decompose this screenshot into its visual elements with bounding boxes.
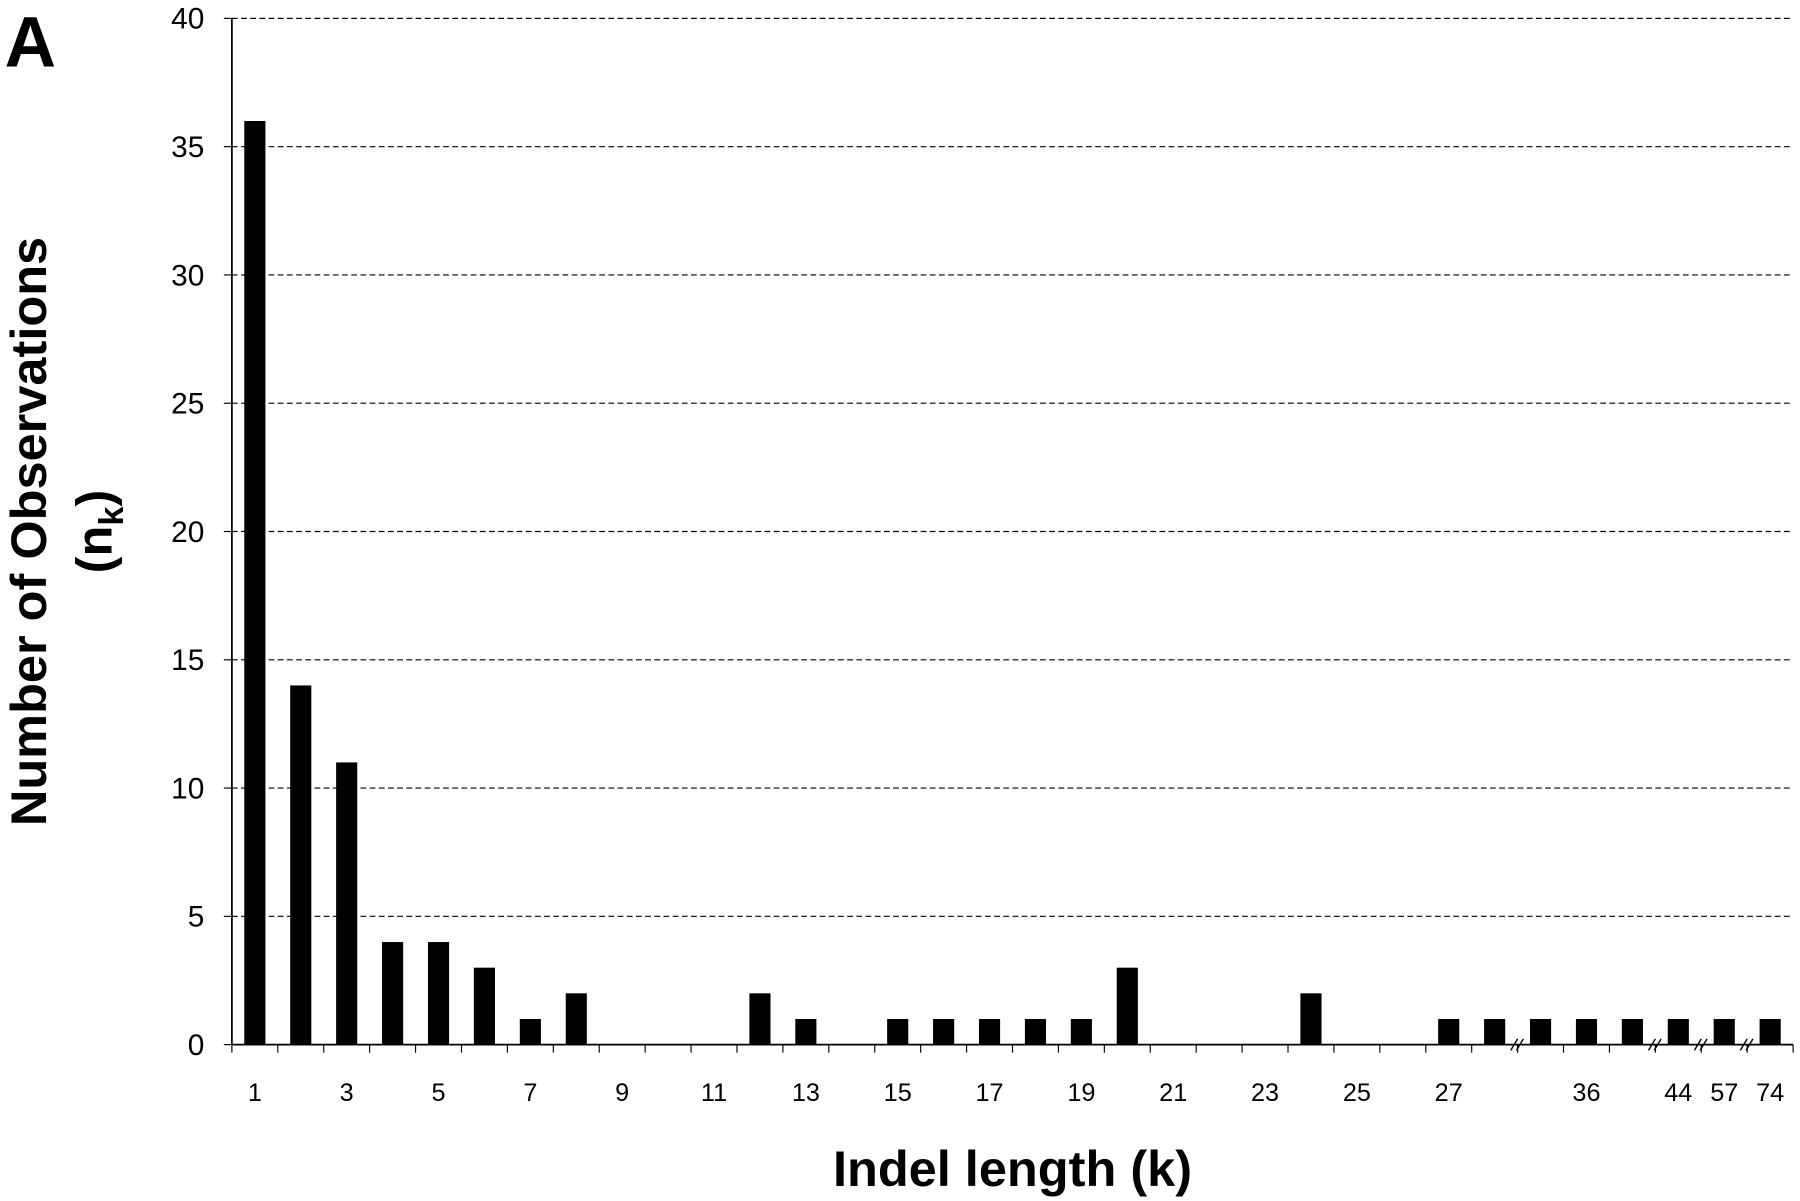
bar: [1300, 993, 1322, 1045]
y-axis-title-sub: (nk): [65, 490, 130, 574]
y-tick-label: 25: [171, 388, 204, 421]
x-tick-label: 15: [884, 1079, 912, 1107]
bar: [565, 993, 587, 1045]
bar: [336, 762, 358, 1045]
y-tick-label: 35: [171, 131, 204, 164]
bar: [1116, 967, 1138, 1045]
x-tick-label: 3: [340, 1079, 354, 1107]
x-tick-label: 44: [1664, 1079, 1692, 1107]
bar: [1759, 1018, 1781, 1045]
bar: [427, 942, 450, 1045]
x-tick-label: 23: [1251, 1079, 1279, 1107]
bar: [887, 1018, 909, 1045]
x-tick-label: 19: [1067, 1079, 1095, 1107]
x-tick-label: 5: [431, 1079, 445, 1107]
axis-break: [1515, 1038, 1524, 1051]
bar: [933, 1018, 955, 1045]
x-axis-title: Indel length (k): [833, 1140, 1192, 1197]
x-tick-label: 36: [1572, 1079, 1600, 1107]
x-tick-label: 27: [1435, 1079, 1463, 1107]
y-axis-title: Number of Observations: [0, 237, 57, 826]
y-axis-title-close: ): [65, 490, 122, 507]
bar: [1024, 1018, 1047, 1045]
axis-break: [1745, 1038, 1754, 1051]
bar: [749, 993, 771, 1045]
bar: [519, 1018, 541, 1045]
bar: [290, 685, 312, 1045]
bar: [1070, 1018, 1092, 1045]
y-axis-title-open: (n: [65, 526, 122, 574]
axis-break: [1699, 1038, 1708, 1051]
panel-label: A: [5, 4, 56, 83]
x-tick-label: 57: [1710, 1079, 1738, 1107]
bar: [473, 967, 495, 1045]
bar: [1530, 1018, 1552, 1045]
axis-break: [1739, 1038, 1748, 1051]
y-tick-label: 15: [171, 644, 204, 677]
y-tick-label: 0: [188, 1029, 205, 1062]
y-tick-label: 10: [171, 772, 204, 805]
axis-break: [1647, 1038, 1656, 1051]
bar: [1438, 1018, 1460, 1045]
x-tick-label: 13: [792, 1079, 820, 1107]
bar: [1713, 1018, 1735, 1045]
x-tick-label: 9: [615, 1079, 629, 1107]
bar: [244, 120, 266, 1045]
bar: [978, 1018, 1001, 1045]
x-tick-label: 21: [1159, 1079, 1187, 1107]
axis-break: [1693, 1038, 1702, 1051]
bar: [1484, 1018, 1506, 1045]
x-tick-label: 1: [248, 1079, 262, 1107]
x-tick-label: 25: [1343, 1079, 1371, 1107]
x-tick-label: 74: [1756, 1079, 1784, 1107]
bar: [795, 1018, 817, 1045]
bar: [382, 942, 404, 1045]
y-tick-label: 5: [188, 901, 205, 934]
axis-break: [1653, 1038, 1662, 1051]
x-tick-label: 17: [975, 1079, 1003, 1107]
x-tick-label: 7: [523, 1079, 537, 1107]
y-tick-label: 20: [171, 516, 204, 549]
bar: [1667, 1018, 1689, 1045]
bar: [1621, 1018, 1643, 1045]
x-tick-label: 11: [701, 1079, 727, 1107]
y-axis-title-subscript: k: [93, 506, 131, 526]
y-tick-label: 30: [171, 259, 204, 292]
bar: [1575, 1018, 1598, 1045]
y-tick-label: 40: [171, 3, 204, 36]
axis-break: [1510, 1038, 1519, 1051]
